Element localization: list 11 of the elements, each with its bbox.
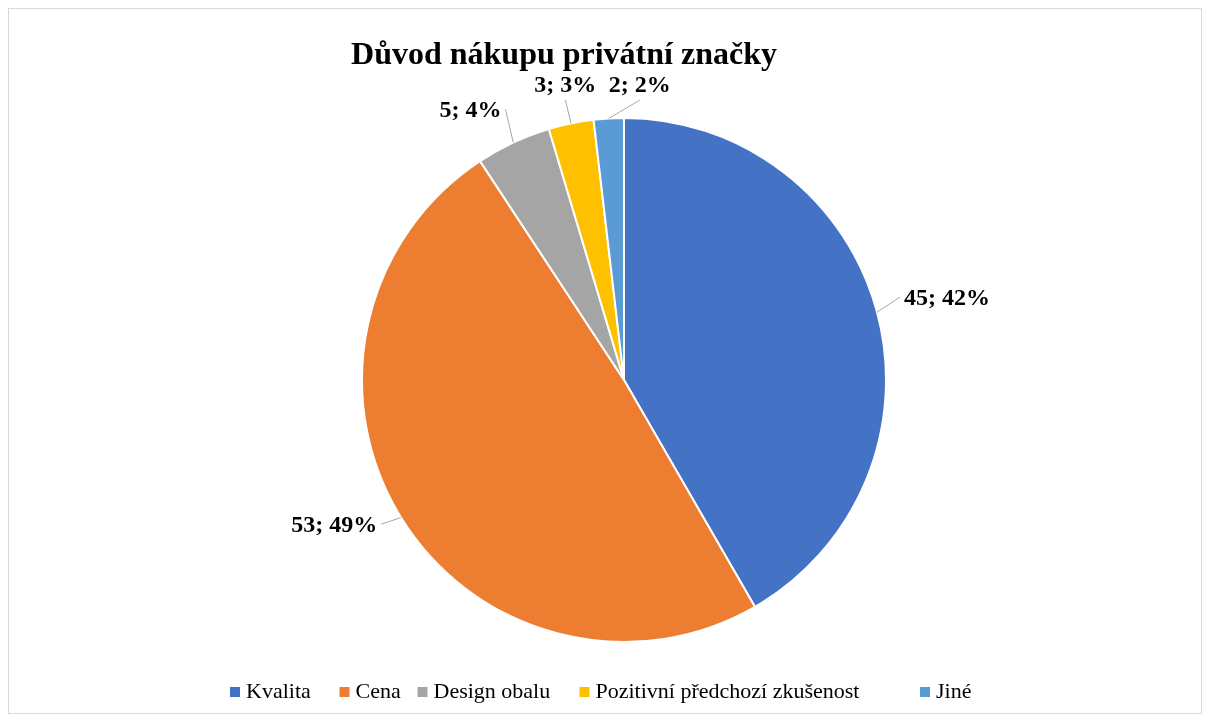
data-label: 45; 42% bbox=[904, 283, 991, 310]
data-label: 3; 3% bbox=[534, 71, 597, 97]
data-label: 5; 4% bbox=[439, 96, 502, 123]
legend-label: Design obalu bbox=[433, 678, 551, 703]
data-label: 53; 49% bbox=[291, 511, 378, 538]
data-label: 2; 2% bbox=[608, 71, 671, 97]
legend-label: Pozitivní předchozí zkušenost bbox=[595, 678, 860, 703]
legend-label: Cena bbox=[355, 678, 401, 703]
legend-label: Jiné bbox=[936, 678, 972, 703]
chart-title: Důvod nákupu privátní značky bbox=[351, 35, 777, 71]
legend-label: Kvalita bbox=[246, 678, 311, 703]
